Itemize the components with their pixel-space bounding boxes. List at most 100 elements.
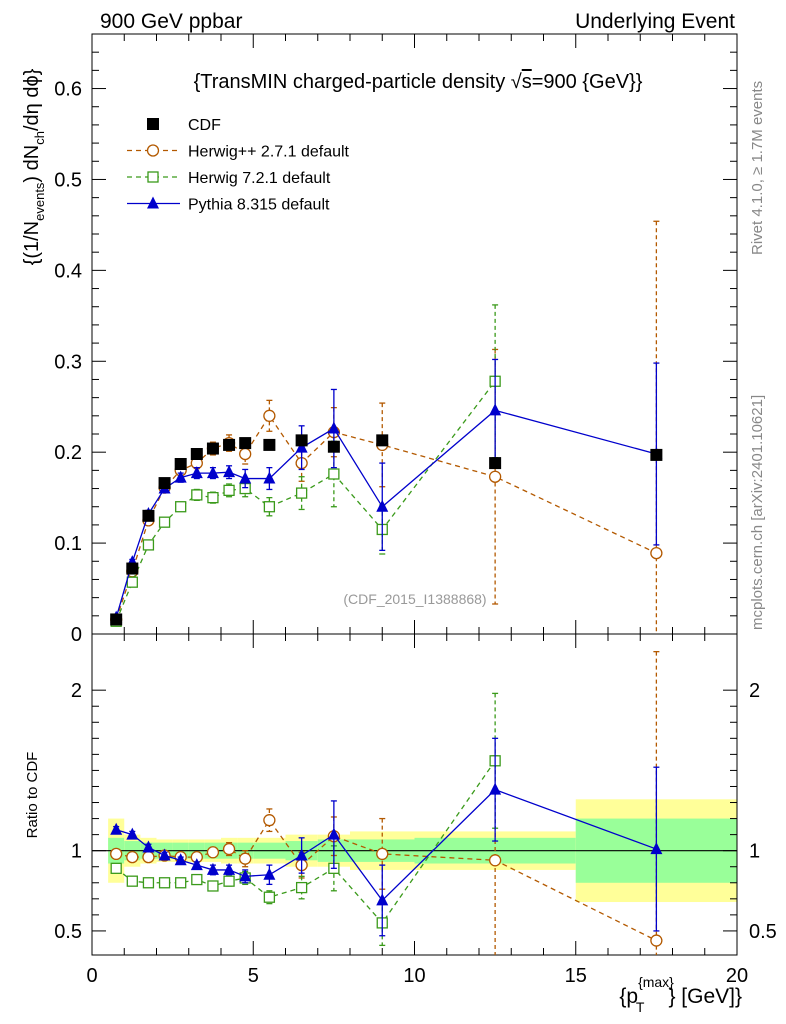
ratio-point-herwig-7-2-1-default-3	[158, 877, 171, 889]
ratio-ytick-label-right-0: 0.5	[749, 921, 777, 943]
ratio-point-herwig-7-2-1-default-5	[191, 873, 203, 886]
main-point-herwig-7-2-1-default-7	[223, 484, 235, 497]
main-point-cdf-9	[263, 438, 276, 451]
main-point-cdf-1	[126, 562, 139, 575]
legend-marker-pythia-8-315-default	[147, 196, 159, 209]
ratio-series-pythia-8-315-default	[110, 737, 663, 937]
legend-marker-herwig-2-7-1-default	[146, 144, 160, 157]
main-point-cdf-12	[376, 434, 389, 447]
main-point-cdf-7	[223, 438, 236, 451]
ratio-point-herwig-7-2-1-default-9	[263, 891, 276, 903]
x-tick-label-4: 20	[726, 965, 748, 987]
ratio-point-herwig-2-7-1-default-7	[222, 842, 236, 856]
legend-item-herwig-7-2-1-default: Herwig 7.2.1 default	[127, 170, 331, 187]
main-tick-layer: 0 0.1 0.2 0.3 0.4 0.5 0.6	[54, 34, 738, 646]
main-point-herwig-7-2-1-default-10	[295, 487, 308, 499]
ratio-point-herwig-7-2-1-default-0	[110, 862, 122, 874]
main-point-herwig-7-2-1-default-4	[175, 501, 187, 513]
mcplots-label: mcplots.cern.ch [arXiv:2401.10621]	[749, 395, 766, 630]
ratio-point-herwig-2-7-1-default-12	[376, 847, 389, 861]
legend-label-cdf: CDF	[188, 117, 221, 134]
legend-label-pythia-8-315-default: Pythia 8.315 default	[188, 197, 330, 214]
ratio-point-pythia-8-315-default-5	[190, 858, 203, 871]
main-ytick-label-0: 0	[71, 624, 82, 646]
main-point-herwig-2-7-1-default-14	[650, 546, 663, 560]
main-point-cdf-0	[110, 613, 123, 626]
ratio-point-pythia-8-315-default-4	[174, 853, 187, 866]
main-ytick-label-5: 0.5	[54, 169, 82, 191]
ratio-band-layer	[92, 799, 737, 903]
ratio-point-herwig-7-2-1-default-1	[126, 875, 138, 887]
chart-title: {TransMIN charged-particle density √s=90…	[194, 71, 643, 93]
legend-item-herwig-2-7-1-default: Herwig++ 2.7.1 default	[127, 144, 350, 161]
main-point-pythia-8-315-default-7	[223, 465, 236, 478]
x-tick-label-0: 0	[86, 965, 97, 987]
main-line-herwig-7-2-1-default	[115, 380, 496, 622]
ratio-point-herwig-2-7-1-default-14	[650, 934, 663, 947]
svg-text:{(1/Nevents) dNch/dη dϕ}: {(1/Nevents) dNch/dη dϕ}	[21, 68, 47, 265]
ratio-point-pythia-8-315-default-12	[376, 893, 389, 906]
ratio-point-pythia-8-315-default-13	[489, 782, 502, 795]
ratio-point-pythia-8-315-default-7	[223, 862, 236, 875]
main-series-layer	[110, 220, 663, 634]
ratio-point-herwig-2-7-1-default-1	[126, 850, 139, 864]
main-point-herwig-2-7-1-default-9	[263, 409, 276, 422]
ratio-point-pythia-8-315-default-6	[206, 862, 219, 875]
legend: CDF Herwig++ 2.7.1 default Herwig 7.2.1 de…	[127, 117, 350, 214]
ratio-point-herwig-7-2-1-default-7	[223, 875, 235, 887]
main-ytick-label-4: 0.4	[54, 260, 82, 282]
ratio-point-herwig-2-7-1-default-9	[263, 814, 276, 827]
main-point-herwig-7-2-1-default-6	[207, 491, 219, 504]
main-point-pythia-8-315-default-8	[239, 471, 252, 484]
main-point-herwig-2-7-1-default-13	[488, 470, 502, 483]
ratio-point-pythia-8-315-default-10	[295, 848, 308, 861]
main-point-cdf-8	[239, 437, 252, 450]
main-point-cdf-2	[142, 509, 155, 522]
main-ytick-label-6: 0.6	[54, 79, 82, 101]
main-point-pythia-8-315-default-5	[190, 466, 203, 479]
y-axis-label: {(1/Nevents) dNch/dη dϕ}	[21, 68, 47, 265]
x-tick-label-1: 5	[248, 965, 259, 987]
main-point-herwig-7-2-1-default-1	[126, 576, 138, 588]
ratio-point-pythia-8-315-default-9	[263, 867, 276, 880]
main-point-herwig-7-2-1-default-2	[142, 539, 155, 551]
legend-label-herwig-2-7-1-default: Herwig++ 2.7.1 default	[188, 144, 350, 161]
header-left: 900 GeV ppbar	[100, 10, 242, 33]
main-point-herwig-7-2-1-default-5	[191, 489, 203, 501]
ratio-point-herwig-2-7-1-default-6	[206, 846, 220, 859]
ratio-point-pythia-8-315-default-2	[142, 840, 155, 853]
main-ytick-label-3: 0.3	[54, 351, 82, 373]
ratio-ytick-label-0: 0.5	[54, 921, 82, 943]
main-point-cdf-6	[206, 442, 219, 455]
ratio-point-herwig-7-2-1-default-2	[142, 877, 155, 889]
main-point-pythia-8-315-default-12	[376, 499, 389, 512]
main-point-pythia-8-315-default-13	[489, 403, 502, 416]
ratio-point-pythia-8-315-default-11	[327, 827, 340, 840]
main-point-pythia-8-315-default-9	[263, 471, 276, 484]
main-series-herwig-2-7-1-default	[110, 220, 663, 634]
rivet-label: Rivet 4.1.0, ≥ 1.7M events	[749, 81, 766, 255]
x-tick-label-3: 15	[565, 965, 587, 987]
ratio-point-pythia-8-315-default-8	[239, 869, 252, 882]
x-axis-label: {p{max} T} [GeV]}	[619, 974, 742, 1015]
ratio-ytick-label-right-1: 1	[749, 841, 760, 863]
ratio-point-pythia-8-315-default-1	[126, 827, 139, 840]
main-ytick-label-1: 0.1	[54, 533, 82, 555]
main-point-herwig-7-2-1-default-3	[158, 516, 171, 528]
ratio-point-pythia-8-315-default-0	[110, 822, 123, 835]
main-series-cdf	[110, 434, 663, 626]
legend-item-cdf: CDF	[147, 117, 221, 134]
main-point-cdf-11	[327, 440, 340, 453]
ratio-point-herwig-2-7-1-default-8	[239, 852, 252, 865]
main-ytick-label-2: 0.2	[54, 442, 82, 464]
main-point-pythia-8-315-default-11	[327, 421, 340, 434]
main-point-herwig-7-2-1-default-11	[328, 468, 340, 480]
main-point-herwig-7-2-1-default-9	[263, 501, 276, 513]
main-point-cdf-14	[650, 448, 663, 461]
main-point-cdf-3	[158, 477, 171, 490]
ratio-point-herwig-7-2-1-default-4	[175, 877, 187, 889]
ratio-series-layer	[110, 651, 663, 955]
ratio-ytick-label-2: 2	[71, 680, 82, 702]
